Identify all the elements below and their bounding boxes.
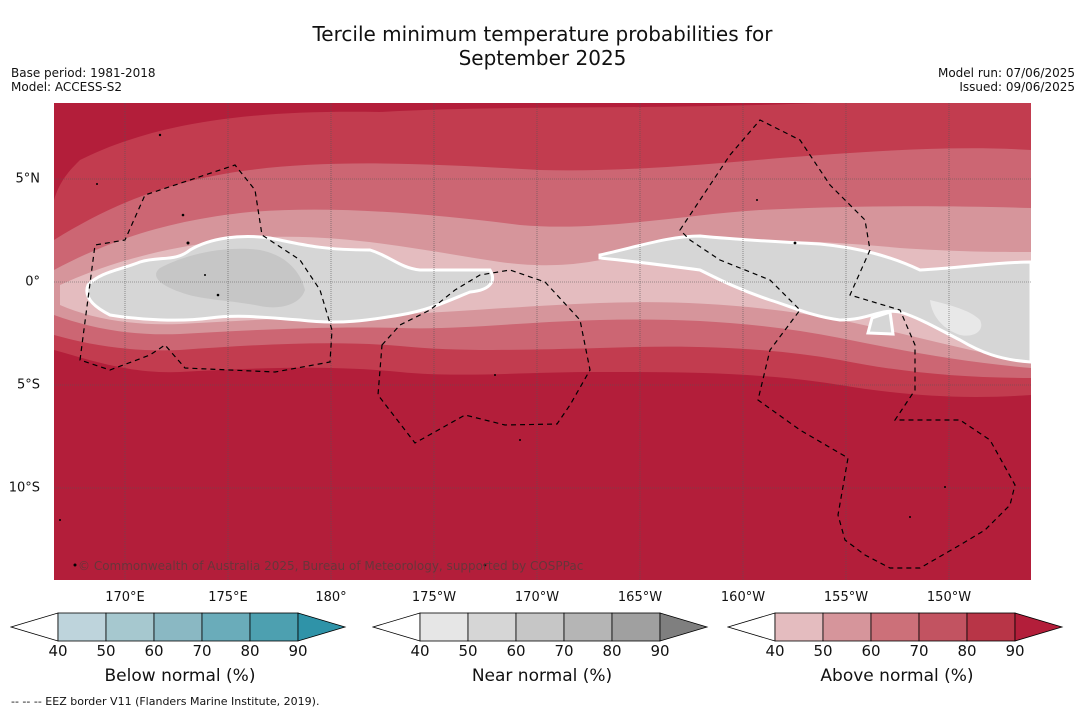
colorbar-below-strip xyxy=(10,612,347,642)
lon-label-170w: 170°W xyxy=(514,590,560,605)
eez-kiribati-gilbert xyxy=(79,164,333,373)
eez-kiribati-phoenix xyxy=(377,269,591,444)
base-period: Base period: 1981-2018 xyxy=(11,66,156,80)
copyright-notice: © Commonwealth of Australia 2025, Bureau… xyxy=(78,559,584,573)
chart-title-line2: September 2025 xyxy=(458,46,627,70)
below-colorbar-segment-80 xyxy=(249,612,299,642)
lat-label-5s: 5°S xyxy=(16,377,40,393)
graticule xyxy=(54,103,1031,580)
below-colorbar-segment-40 xyxy=(57,612,107,642)
above-tick-90: 90 xyxy=(1005,642,1025,660)
eez-kiribati-line xyxy=(679,119,1016,569)
near-normal-west-60 xyxy=(156,248,305,308)
near-colorbar-segment-70 xyxy=(563,612,613,642)
below-colorbar-segment-50 xyxy=(105,612,155,642)
model-run: Model run: 07/06/2025 xyxy=(937,66,1075,80)
near-tick-50: 50 xyxy=(458,642,478,660)
issued-date: Issued: 09/06/2025 xyxy=(959,80,1075,94)
colorbar-above-normal: 40 50 60 70 80 90 Above normal (%) xyxy=(727,612,1067,686)
colorbar-above-label: Above normal (%) xyxy=(820,666,974,686)
meta-right: Model run: 07/06/2025 Issued: 09/06/2025 xyxy=(938,66,1075,94)
near-colorbar-max-extend xyxy=(659,612,709,642)
eez-borders xyxy=(79,119,1016,569)
near-tick-60: 60 xyxy=(506,642,526,660)
near-colorbar-segment-40 xyxy=(419,612,469,642)
above-tick-70: 70 xyxy=(909,642,929,660)
near-tick-90: 90 xyxy=(650,642,670,660)
below-tick-80: 80 xyxy=(240,642,260,660)
below-tick-90: 90 xyxy=(288,642,308,660)
near-tick-80: 80 xyxy=(602,642,622,660)
lat-label-5n: 5°N xyxy=(15,171,41,187)
islands xyxy=(59,133,946,567)
near-colorbar-min-extend xyxy=(372,612,421,642)
below-colorbar-max-extend xyxy=(297,612,347,642)
near-normal-east xyxy=(598,234,1031,364)
near-colorbar-segment-80 xyxy=(611,612,661,642)
colorbar-near-ticks: 40 50 60 70 80 90 xyxy=(372,642,712,662)
colorbar-near-normal: 40 50 60 70 80 90 Near normal (%) xyxy=(372,612,712,686)
above-tick-60: 60 xyxy=(861,642,881,660)
above-colorbar-segment-80 xyxy=(966,612,1016,642)
below-tick-60: 60 xyxy=(144,642,164,660)
below-tick-50: 50 xyxy=(96,642,116,660)
lat-label-0: 0° xyxy=(25,274,40,290)
lat-label-10s: 10°S xyxy=(8,480,40,496)
model-name: Model: ACCESS-S2 xyxy=(11,80,123,94)
above-colorbar-max-extend xyxy=(1014,612,1064,642)
colorbar-near-strip xyxy=(372,612,709,642)
above-colorbar-min-extend xyxy=(727,612,776,642)
below-colorbar-segment-60 xyxy=(153,612,203,642)
above-tick-40: 40 xyxy=(765,642,785,660)
lon-label-175w: 175°W xyxy=(411,590,457,605)
near-tick-70: 70 xyxy=(554,642,574,660)
eez-footnote: -- -- -- EEZ border V11 (Flanders Marine… xyxy=(11,695,320,708)
colorbar-above-strip xyxy=(727,612,1064,642)
below-colorbar-segment-70 xyxy=(201,612,251,642)
colorbar-near-label: Near normal (%) xyxy=(471,666,613,686)
lon-label-170e: 170°E xyxy=(105,590,145,605)
below-tick-40: 40 xyxy=(48,642,68,660)
near-colorbar-segment-50 xyxy=(467,612,517,642)
colorbar-below-normal: 40 50 60 70 80 90 Below normal (%) xyxy=(10,612,350,686)
below-colorbar-min-extend xyxy=(10,612,59,642)
lon-label-150w: 150°W xyxy=(926,590,972,605)
meta-left: Base period: 1981-2018 Model: ACCESS-S2 xyxy=(11,66,156,94)
above-colorbar-segment-60 xyxy=(870,612,920,642)
near-normal-east-60 xyxy=(930,300,982,336)
lon-label-180: 180° xyxy=(315,590,347,605)
chart-title-line1: Tercile minimum temperature probabilitie… xyxy=(312,22,773,46)
near-tick-40: 40 xyxy=(410,642,430,660)
below-tick-70: 70 xyxy=(192,642,212,660)
lon-label-165w: 165°W xyxy=(617,590,663,605)
above-colorbar-segment-50 xyxy=(822,612,872,642)
above-colorbar-segment-40 xyxy=(774,612,824,642)
above-tick-80: 80 xyxy=(957,642,977,660)
lon-label-155w: 155°W xyxy=(823,590,869,605)
lon-label-160w: 160°W xyxy=(720,590,766,605)
colorbar-below-label: Below normal (%) xyxy=(104,666,256,686)
near-normal-east-patch xyxy=(866,310,895,336)
colorbar-above-ticks: 40 50 60 70 80 90 xyxy=(727,642,1067,662)
above-tick-50: 50 xyxy=(813,642,833,660)
above-colorbar-segment-70 xyxy=(918,612,968,642)
colorbar-below-ticks: 40 50 60 70 80 90 xyxy=(10,642,350,662)
near-colorbar-segment-60 xyxy=(515,612,565,642)
lon-label-175e: 175°E xyxy=(208,590,248,605)
